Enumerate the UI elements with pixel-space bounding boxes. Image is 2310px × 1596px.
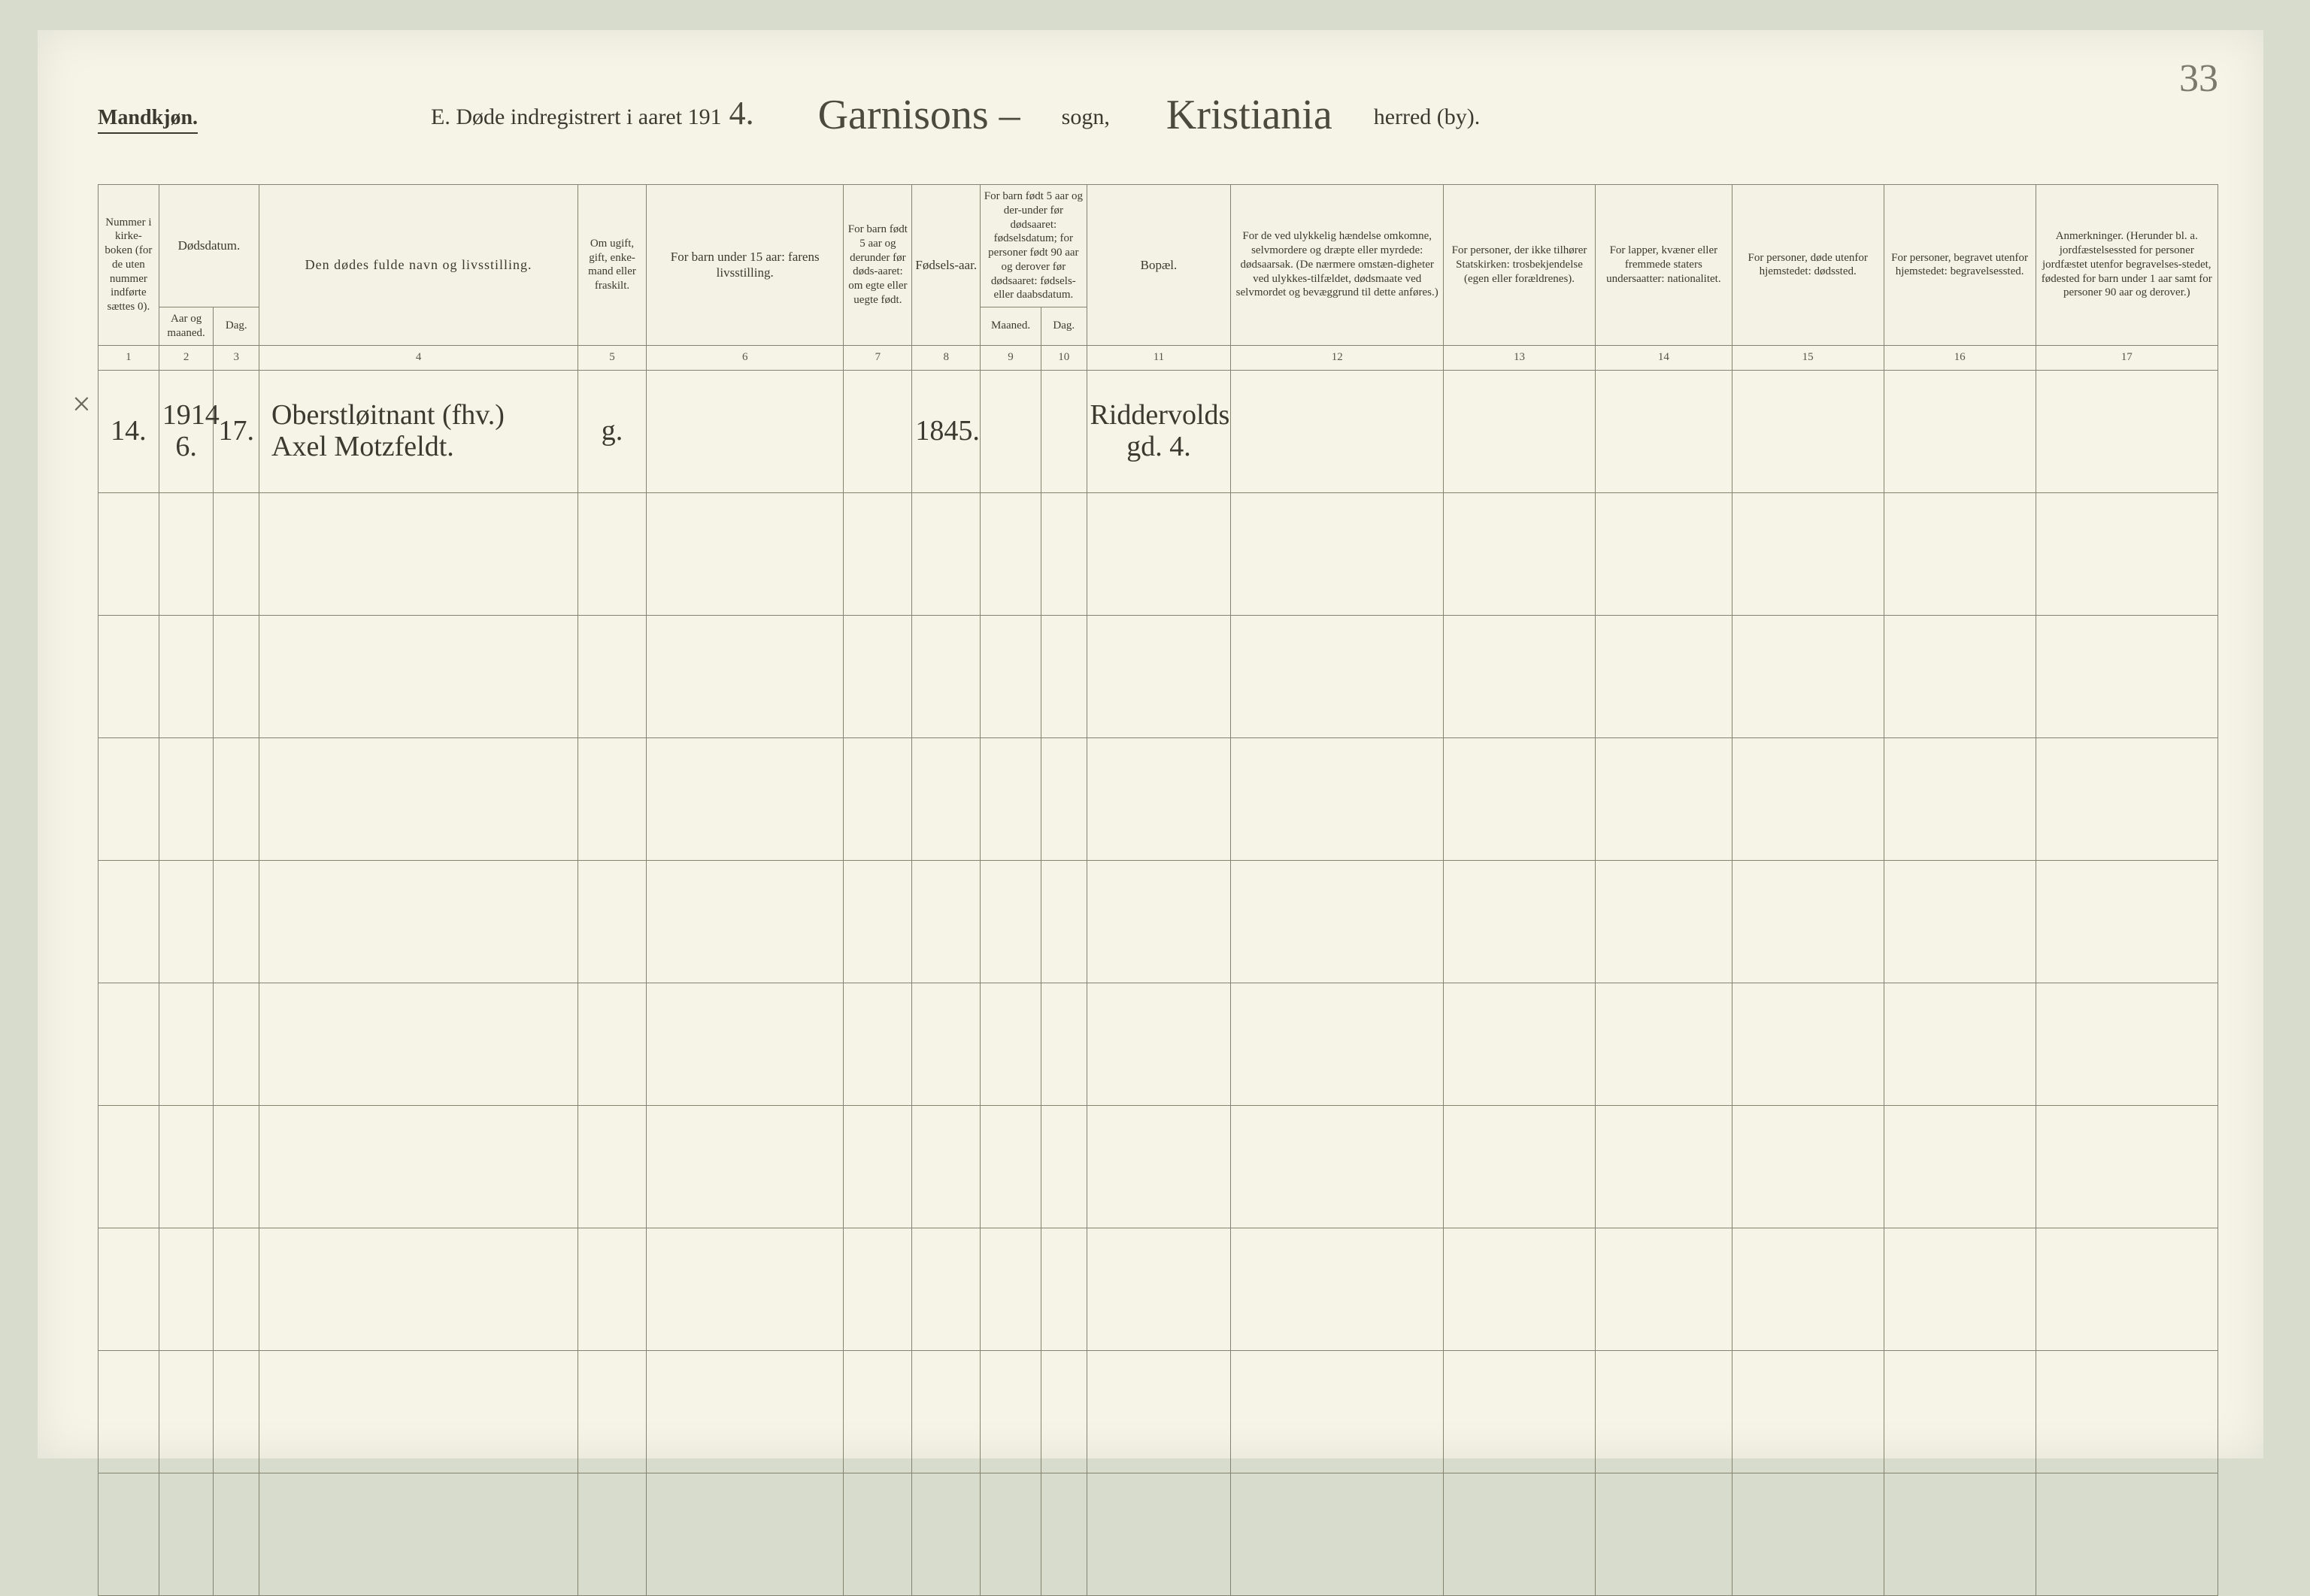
cell-residence: Riddervoldsgd. 4.: [1087, 370, 1231, 492]
colnum: 16: [1884, 345, 2036, 370]
colnum: 12: [1231, 345, 1444, 370]
table-head: Nummer i kirke-boken (for de uten nummer…: [99, 185, 2218, 371]
colnum: 13: [1444, 345, 1596, 370]
cell-c15: [1732, 370, 1884, 492]
colnum: 15: [1732, 345, 1884, 370]
year-suffix: 4.: [729, 94, 754, 132]
col-8-head: Fødsels-aar.: [912, 185, 981, 346]
herred-value: Kristiania: [1147, 91, 1351, 139]
col-9-head: For barn født 5 aar og der-under før død…: [981, 185, 1087, 307]
cell-c17: [2036, 370, 2218, 492]
cell-num: 14.: [99, 370, 159, 492]
cell-c9a: [981, 370, 1041, 492]
colnum: 17: [2036, 345, 2218, 370]
col-7-head: For barn født 5 aar og derunder før døds…: [844, 185, 912, 346]
herred-label: herred (by).: [1374, 104, 1481, 130]
colnum: 10: [1041, 345, 1087, 370]
colnum: 7: [844, 345, 912, 370]
col-2-head: Dødsdatum.: [159, 185, 259, 307]
gender-label: Mandkjøn.: [98, 106, 198, 134]
table-row: [99, 492, 2218, 615]
col-1-head: Nummer i kirke-boken (for de uten nummer…: [99, 185, 159, 346]
col-9b-head: Dag.: [1041, 307, 1087, 346]
col-11-head: Bopæl.: [1087, 185, 1231, 346]
cell-year-month: 19146.: [159, 370, 214, 492]
page-header: Mandkjøn. E. Døde indregistrert i aaret …: [98, 86, 2203, 147]
margin-mark: ×: [72, 385, 91, 423]
cell-status: g.: [578, 370, 647, 492]
table-row: [99, 1350, 2218, 1473]
col-12-head: For de ved ulykkelig hændelse omkomne, s…: [1231, 185, 1444, 346]
table-row: [99, 737, 2218, 860]
ledger-page: 33 Mandkjøn. E. Døde indregistrert i aar…: [38, 30, 2263, 1458]
colnum: 8: [912, 345, 981, 370]
colnum: 14: [1595, 345, 1732, 370]
table-row: [99, 615, 2218, 737]
title-prefix: E. Døde indregistrert i aaret 191: [431, 104, 722, 130]
cell-c12: [1231, 370, 1444, 492]
col-2b-head: Dag.: [214, 307, 259, 346]
table-row: [99, 1228, 2218, 1350]
colnum: 11: [1087, 345, 1231, 370]
colnum: 9: [981, 345, 1041, 370]
col-9a-head: Maaned.: [981, 307, 1041, 346]
cell-name: Oberstløitnant (fhv.)Axel Motzfeldt.: [259, 370, 578, 492]
table-row: [99, 1105, 2218, 1228]
col-6-head: For barn under 15 aar: farens livsstilli…: [646, 185, 844, 346]
colnum: 3: [214, 345, 259, 370]
ledger-table-wrap: Nummer i kirke-boken (for de uten nummer…: [98, 184, 2218, 1413]
col-14-head: For lapper, kvæner eller fremmede stater…: [1595, 185, 1732, 346]
cell-birth-year: 1845.: [912, 370, 981, 492]
col-4-head: Den dødes fulde navn og livsstilling.: [259, 185, 578, 346]
table-row: [99, 983, 2218, 1105]
col-13-head: For personer, der ikke tilhører Statskir…: [1444, 185, 1596, 346]
cell-day: 17.: [214, 370, 259, 492]
cell-c9b: [1041, 370, 1087, 492]
table-row: [99, 1473, 2218, 1595]
colnum: 1: [99, 345, 159, 370]
cell-c6: [646, 370, 844, 492]
table-row: [99, 860, 2218, 983]
sogn-value: Garnisons –: [799, 91, 1039, 139]
col-17-head: Anmerkninger. (Herunder bl. a. jordfæste…: [2036, 185, 2218, 346]
table-row: 14. 19146. 17. Oberstløitnant (fhv.)Axel…: [99, 370, 2218, 492]
cell-c14: [1595, 370, 1732, 492]
colnum: 4: [259, 345, 578, 370]
cell-c13: [1444, 370, 1596, 492]
ledger-table: Nummer i kirke-boken (for de uten nummer…: [98, 184, 2218, 1596]
colnum: 5: [578, 345, 647, 370]
colnum: 2: [159, 345, 214, 370]
sogn-label: sogn,: [1062, 104, 1110, 130]
col-16-head: For personer, begravet utenfor hjemstede…: [1884, 185, 2036, 346]
col-2a-head: Aar og maaned.: [159, 307, 214, 346]
cell-c16: [1884, 370, 2036, 492]
colnum: 6: [646, 345, 844, 370]
column-number-row: 1 2 3 4 5 6 7 8 9 10 11 12 13 14 15 16 1: [99, 345, 2218, 370]
col-5-head: Om ugift, gift, enke-mand eller fraskilt…: [578, 185, 647, 346]
col-15-head: For personer, døde utenfor hjemstedet: d…: [1732, 185, 1884, 346]
table-body: 14. 19146. 17. Oberstløitnant (fhv.)Axel…: [99, 370, 2218, 1595]
cell-c7: [844, 370, 912, 492]
